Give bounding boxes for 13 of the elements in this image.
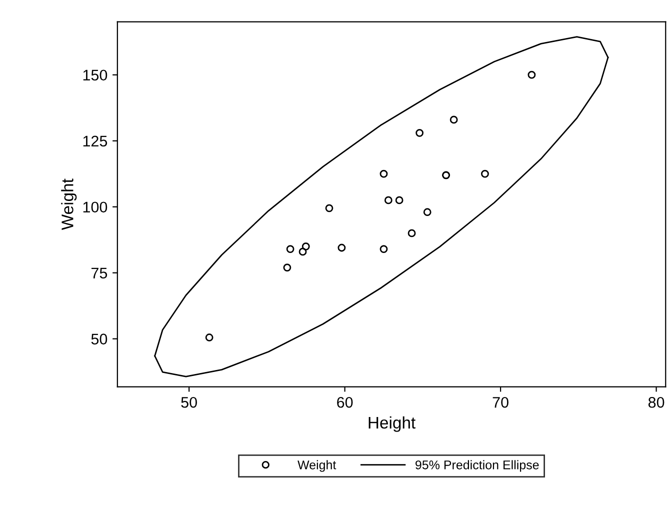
y-tick-label: 100 — [83, 202, 108, 213]
y-tick-label: 125 — [83, 136, 108, 147]
x-axis-title: Height — [368, 416, 416, 432]
y-tick-label: 50 — [91, 334, 108, 344]
y-axis-title: Weight — [61, 178, 77, 230]
legend-label: Weight — [298, 460, 336, 472]
y-tick-label: 150 — [83, 70, 108, 81]
legend-label: 95% Prediction Ellipse — [416, 460, 539, 472]
x-tick-label: 60 — [337, 396, 353, 408]
x-tick-label: 50 — [181, 396, 197, 408]
y-tick-label: 75 — [91, 268, 108, 278]
x-tick-label: 80 — [648, 396, 664, 408]
x-tick-label: 70 — [492, 396, 508, 408]
